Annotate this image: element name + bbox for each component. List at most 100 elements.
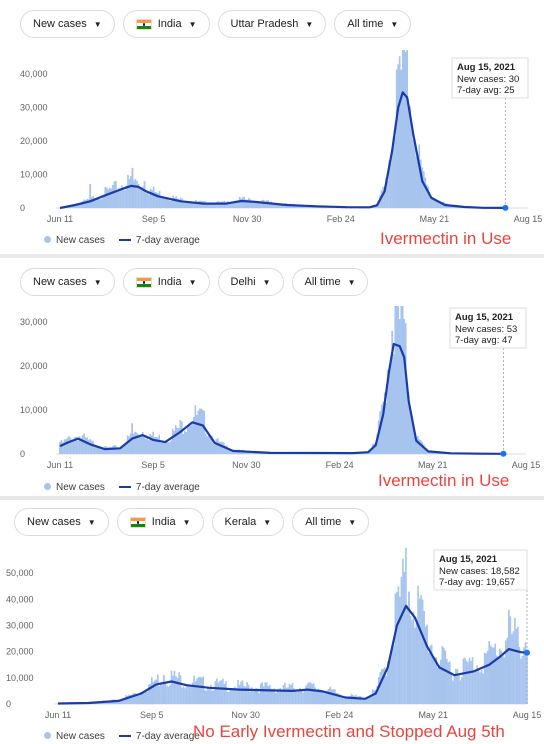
new-cases-bar	[87, 199, 90, 208]
new-cases-bar	[194, 681, 197, 704]
new-cases-bar	[470, 660, 472, 704]
new-cases-bar	[211, 690, 214, 704]
region-dropdown[interactable]: Delhi ▼	[217, 268, 284, 296]
metric-dropdown[interactable]: New cases ▼	[20, 10, 115, 38]
country-dropdown[interactable]: India ▼	[122, 10, 210, 38]
y-tick-label: 30,000	[20, 103, 48, 113]
new-cases-bar	[140, 436, 142, 454]
new-cases-bar	[144, 438, 147, 454]
new-cases-bar	[192, 202, 194, 208]
new-cases-bar	[135, 432, 138, 454]
cases-chart[interactable]: 0 10,000 20,000 30,000 40,000 50,000 Aug 15, 2…	[0, 544, 544, 744]
region-dropdown[interactable]: Kerala ▼	[211, 508, 285, 536]
new-cases-bar	[285, 687, 288, 704]
new-cases-bar	[374, 442, 377, 454]
new-cases-bar	[288, 683, 291, 704]
new-cases-bar	[169, 684, 171, 704]
time-range-dropdown[interactable]: All time ▼	[292, 508, 370, 536]
time-range-dropdown[interactable]: All time ▼	[334, 10, 412, 38]
new-cases-bar	[193, 675, 195, 704]
new-cases-bar	[198, 200, 200, 208]
new-cases-spike-bar	[401, 335, 404, 454]
new-cases-bar	[215, 439, 218, 454]
new-cases-spike-bar	[408, 591, 410, 704]
new-cases-bar	[403, 50, 406, 208]
new-cases-bar	[187, 685, 189, 704]
new-cases-bar	[175, 676, 177, 704]
new-cases-bar	[173, 430, 176, 454]
new-cases-bar	[107, 189, 110, 208]
new-cases-spike-bar	[143, 181, 146, 208]
new-cases-bar	[411, 620, 413, 704]
new-cases-bar	[129, 433, 132, 454]
new-cases-bar	[60, 439, 63, 454]
region-dropdown[interactable]: Uttar Pradesh ▼	[217, 10, 327, 38]
new-cases-bar	[308, 682, 310, 704]
new-cases-bar	[429, 646, 431, 704]
new-cases-spike-bar	[507, 609, 510, 704]
new-cases-bar	[155, 436, 158, 454]
new-cases-bar	[200, 677, 203, 704]
new-cases-bar	[146, 691, 149, 704]
new-cases-bar	[512, 631, 515, 704]
new-cases-bar	[450, 672, 453, 704]
metric-dropdown[interactable]: New cases ▼	[20, 268, 115, 296]
new-cases-bar	[302, 692, 304, 704]
new-cases-bar	[427, 451, 430, 454]
new-cases-bar	[303, 689, 306, 704]
new-cases-bar	[521, 655, 524, 704]
new-cases-bar	[433, 199, 436, 208]
new-cases-bar	[172, 195, 175, 208]
new-cases-bar	[436, 200, 439, 208]
new-cases-bar	[202, 676, 205, 704]
new-cases-bar	[394, 136, 396, 208]
new-cases-bar	[341, 696, 344, 704]
new-cases-bar	[281, 203, 283, 208]
new-cases-bar	[138, 435, 141, 454]
new-cases-bar	[404, 323, 407, 454]
new-cases-bar	[459, 680, 462, 704]
new-cases-bar	[229, 450, 231, 454]
new-cases-bar	[394, 593, 397, 704]
new-cases-bar	[328, 688, 330, 704]
new-cases-bar	[514, 617, 516, 704]
y-tick-label: 40,000	[20, 69, 48, 79]
new-cases-bar	[197, 410, 200, 454]
caret-down-icon: ▼	[262, 277, 271, 287]
x-tick-label: Jun 11	[47, 214, 73, 224]
country-dropdown[interactable]: India ▼	[116, 508, 204, 536]
new-cases-bar	[270, 201, 273, 208]
new-cases-bar	[90, 440, 93, 454]
new-cases-bar	[416, 159, 419, 208]
new-cases-bar	[220, 201, 223, 208]
new-cases-bar	[87, 439, 90, 454]
y-tick-label: 10,000	[20, 405, 48, 415]
new-cases-bar	[162, 442, 165, 454]
new-cases-bar	[188, 424, 191, 454]
new-cases-bar	[356, 696, 359, 704]
annotation-text: No Early Ivermectin and Stopped Aug 5th	[193, 722, 505, 741]
chart-panel-delhi: New cases ▼ India ▼ Delhi ▼ All time ▼ 0 10,0…	[0, 258, 544, 498]
new-cases-bar	[421, 599, 424, 704]
new-cases-bar	[397, 64, 399, 209]
new-cases-bar	[149, 683, 152, 704]
new-cases-bar	[293, 688, 295, 704]
new-cases-bar	[453, 673, 456, 704]
metric-dropdown[interactable]: New cases ▼	[14, 508, 109, 536]
new-cases-bar	[113, 181, 116, 208]
country-dropdown[interactable]: India ▼	[122, 268, 210, 296]
new-cases-bar	[124, 190, 126, 208]
new-cases-bar	[241, 680, 244, 704]
new-cases-bar	[405, 547, 407, 704]
legend-new-cases: New cases	[44, 482, 105, 493]
time-range-dropdown[interactable]: All time ▼	[291, 268, 369, 296]
new-cases-bar	[429, 196, 431, 208]
new-cases-bar	[106, 187, 108, 208]
new-cases-bar	[160, 198, 162, 208]
new-cases-bar	[235, 200, 238, 208]
caret-down-icon: ▼	[188, 277, 197, 287]
new-cases-bar	[98, 447, 100, 454]
